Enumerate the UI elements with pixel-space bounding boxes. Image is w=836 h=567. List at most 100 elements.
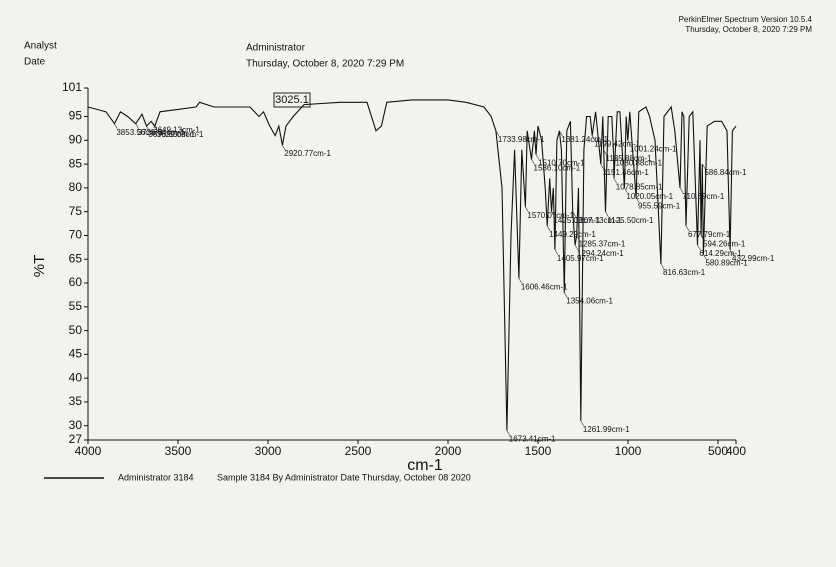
peak-marker <box>700 235 705 241</box>
peak-label: 594.26cm-1 <box>703 240 746 249</box>
peak-marker <box>729 249 734 255</box>
y-tick-label: 35 <box>69 394 83 408</box>
peak-label: 1606.46cm-1 <box>521 282 568 291</box>
peak-marker <box>679 187 684 194</box>
peak-marker <box>554 249 559 255</box>
peak-label: 1673.41cm-1 <box>509 435 556 444</box>
peak-label: 1199.42cm-1 <box>594 140 641 149</box>
peak-marker <box>518 278 523 284</box>
x-tick-label: 3000 <box>255 444 282 458</box>
peak-marker <box>603 149 607 155</box>
x-tick-label: 3500 <box>165 444 192 458</box>
x-tick-label: 1500 <box>525 444 552 458</box>
date-label: Date <box>24 57 46 68</box>
y-tick-label: 80 <box>69 180 83 194</box>
peak-label: 3675.65cm-1 <box>148 130 195 139</box>
peak-marker <box>605 211 609 217</box>
box-frame <box>273 92 311 108</box>
analyst: Administrator <box>246 43 306 54</box>
peak-label: 1510.70cm-1 <box>538 159 585 168</box>
peak-marker <box>627 140 632 146</box>
peak-marker <box>685 225 690 232</box>
y-tick-label: 85 <box>69 156 83 170</box>
peak-marker <box>624 187 628 194</box>
x-tick-label: 2500 <box>345 444 372 458</box>
y-tick-label: 50 <box>69 323 83 337</box>
peak-marker <box>574 244 579 251</box>
y-tick-label: 101 <box>62 80 82 94</box>
peak-label: 586.84cm-1 <box>704 168 747 177</box>
box-label: 3025.1 <box>275 94 309 106</box>
peak-label: 614.29cm-1 <box>699 249 742 258</box>
peak-marker <box>495 130 500 136</box>
peak-label: 3735.04cm-1 <box>138 128 185 137</box>
date: Thursday, October 8, 2020 7:29 PM <box>246 59 404 70</box>
peak-label: 1536.10cm-1 <box>534 163 581 172</box>
peak-label: 955.59cm-1 <box>638 202 681 211</box>
x-tick-label: 1000 <box>615 444 642 458</box>
peak-label: 816.63cm-1 <box>663 268 706 277</box>
y-axis-label: %T <box>31 255 48 278</box>
peak-label: 3649.13cm-1 <box>153 125 200 134</box>
peak-label: 1285.37cm-1 <box>579 240 626 249</box>
legend-note: Sample 3184 By Administrator Date Thursd… <box>217 472 471 482</box>
peak-label: 580.89cm-1 <box>705 259 748 268</box>
peak-marker <box>525 206 529 213</box>
x-tick-label: 400 <box>726 444 746 458</box>
peak-label: 3629.03cm-1 <box>157 130 204 139</box>
peak-label: 1261.99cm-1 <box>583 425 630 434</box>
peak-marker <box>282 144 286 151</box>
software-label: PerkinElmer Spectrum Version 10.5.4 <box>679 15 813 24</box>
peak-label: 1733.98cm-1 <box>498 135 545 144</box>
peak-marker <box>546 225 551 232</box>
peak-marker <box>580 420 585 427</box>
y-tick-label: 40 <box>69 370 83 384</box>
peak-marker <box>114 123 118 129</box>
peak-label: 1080.88cm-1 <box>615 159 662 168</box>
peak-marker <box>146 125 150 132</box>
peak-label: 1125.50cm-1 <box>607 216 654 225</box>
peak-marker <box>660 263 665 270</box>
peak-label: 2920.77cm-1 <box>284 149 331 158</box>
peak-label: 710.69cm-1 <box>682 192 725 201</box>
peak-label: 1425.08cm-1 <box>553 216 600 225</box>
x-tick-label: 2000 <box>435 444 462 458</box>
peak-label: 1354.06cm-1 <box>566 297 613 306</box>
peak-label: 1020.05cm-1 <box>626 192 673 201</box>
peak-marker <box>531 159 535 165</box>
peak-label: 1449.29cm-1 <box>549 230 596 239</box>
peak-marker <box>564 292 568 298</box>
y-tick-label: 45 <box>69 347 83 361</box>
y-tick-label: 55 <box>69 299 83 313</box>
y-tick-label: 95 <box>69 109 83 123</box>
spectrum-line <box>87 99 737 431</box>
x-tick-label: 500 <box>708 444 728 458</box>
peak-marker <box>535 154 540 160</box>
peak-label: 1294.24cm-1 <box>577 249 624 258</box>
y-tick-label: 30 <box>69 418 83 432</box>
peak-label: 1307.13cm-1 <box>575 216 622 225</box>
peak-label: 1078.85cm-1 <box>616 182 663 191</box>
peak-marker <box>135 123 139 129</box>
peak-marker <box>572 211 576 217</box>
peak-marker <box>591 135 596 141</box>
peak-label: 677.79cm-1 <box>688 230 731 239</box>
peak-marker <box>635 197 640 203</box>
peak-marker <box>150 121 155 127</box>
peak-marker <box>697 244 701 251</box>
y-tick-label: 90 <box>69 132 83 146</box>
printed-date: Thursday, October 8, 2020 7:29 PM <box>685 25 812 34</box>
peak-label: 1405.97cm-1 <box>557 254 604 263</box>
peak-marker <box>613 178 618 184</box>
peak-marker <box>506 430 511 436</box>
legend-label: Administrator 3184 <box>118 472 194 482</box>
peak-label: 1151.46cm-1 <box>603 168 650 177</box>
peak-label: 3853.56cm-1 <box>116 128 163 137</box>
analyst-label: Analyst <box>24 41 57 52</box>
x-tick-label: 4000 <box>75 444 102 458</box>
y-tick-label: 65 <box>69 251 83 265</box>
peak-marker <box>613 154 617 160</box>
y-tick-label: 75 <box>69 204 83 218</box>
peak-label: 1570.07cm-1 <box>527 211 574 220</box>
